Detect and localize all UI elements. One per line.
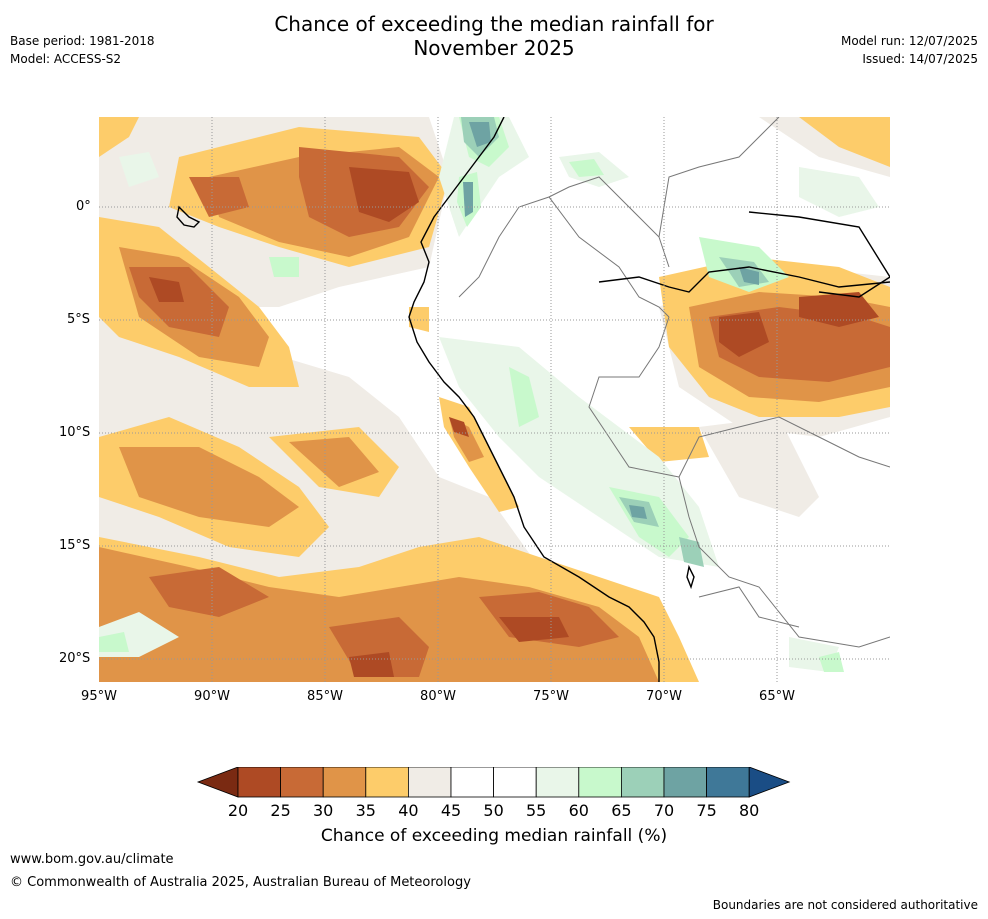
copyright-notice: © Commonwealth of Australia 2025, Austra… — [10, 875, 471, 890]
colorbar-segment-45 — [450, 767, 494, 798]
colorbar-tick-20: 20 — [227, 801, 249, 820]
colorbar-segment-70 — [663, 767, 707, 798]
coastline — [176, 117, 890, 682]
map-canvas — [99, 117, 890, 682]
base-period: Base period: 1981-2018 — [10, 34, 155, 48]
lon-label-80w: 80°W — [420, 689, 456, 704]
meta-left: Base period: 1981-2018 Model: ACCESS-S2 — [10, 32, 155, 68]
title-line-1: Chance of exceeding the median rainfall … — [274, 12, 714, 36]
lon-label-85w: 85°W — [307, 689, 343, 704]
model-name: Model: ACCESS-S2 — [10, 52, 122, 66]
above-median-regions — [99, 117, 879, 672]
country-borders — [458, 117, 890, 648]
below-median-20-25 — [149, 167, 879, 677]
lat-label-15s: 15°S — [59, 538, 91, 553]
lon-label-65w: 65°W — [759, 689, 795, 704]
colorbar-tick-60: 60 — [568, 801, 589, 820]
colorbar-tick-80: 80 — [739, 801, 760, 820]
colorbar-segment-40 — [407, 767, 452, 798]
meta-right: Model run: 12/07/2025 Issued: 14/07/2025 — [841, 32, 978, 68]
colorbar-segment-20 — [237, 767, 281, 798]
colorbar-segment-25 — [280, 767, 324, 798]
issued-date: Issued: 14/07/2025 — [862, 52, 978, 66]
colorbar-tick-30: 30 — [313, 801, 334, 820]
boundaries-disclaimer: Boundaries are not considered authoritat… — [712, 898, 978, 912]
lon-label-95w: 95°W — [81, 689, 117, 704]
lon-label-70w: 70°W — [646, 689, 682, 704]
lat-label-0: 0° — [76, 199, 91, 214]
model-run: Model run: 12/07/2025 — [840, 34, 978, 48]
colorbar-segment-55 — [535, 767, 580, 798]
colorbar-tick-55: 55 — [526, 801, 547, 820]
colorbar-min-arrow — [196, 767, 239, 798]
lat-label-5s: 5°S — [67, 312, 91, 327]
colorbar-tick-50: 50 — [483, 801, 504, 820]
colorbar-segment-30 — [322, 767, 367, 798]
rainfall-map — [99, 117, 890, 682]
colorbar-max-arrow — [748, 767, 791, 798]
lon-label-75w: 75°W — [533, 689, 569, 704]
colorbar-tick-65: 65 — [611, 801, 632, 820]
lon-label-90w: 90°W — [194, 689, 230, 704]
colorbar-label: Chance of exceeding median rainfall (%) — [320, 826, 668, 846]
lat-label-10s: 10°S — [59, 425, 91, 440]
colorbar-segment-35 — [365, 767, 409, 798]
colorbar-tick-25: 25 — [270, 801, 291, 820]
colorbar-segment-75 — [706, 767, 750, 798]
colorbar-tick-75: 75 — [696, 801, 717, 820]
bom-url: www.bom.gov.au/climate — [10, 852, 174, 867]
colorbar-tick-70: 70 — [653, 801, 675, 820]
map-title: Chance of exceeding the median rainfall … — [0, 12, 988, 60]
colorbar-segment-50 — [493, 767, 537, 798]
colorbar-tick-40: 40 — [398, 801, 419, 820]
colorbar — [196, 767, 791, 798]
colorbar-tick-45: 45 — [440, 801, 462, 820]
colorbar-segment-65 — [620, 767, 665, 798]
lat-label-20s: 20°S — [59, 651, 91, 666]
colorbar-segment-60 — [578, 767, 622, 798]
title-line-2: November 2025 — [413, 36, 575, 60]
colorbar-tick-35: 35 — [355, 801, 376, 820]
graticule — [99, 117, 890, 682]
